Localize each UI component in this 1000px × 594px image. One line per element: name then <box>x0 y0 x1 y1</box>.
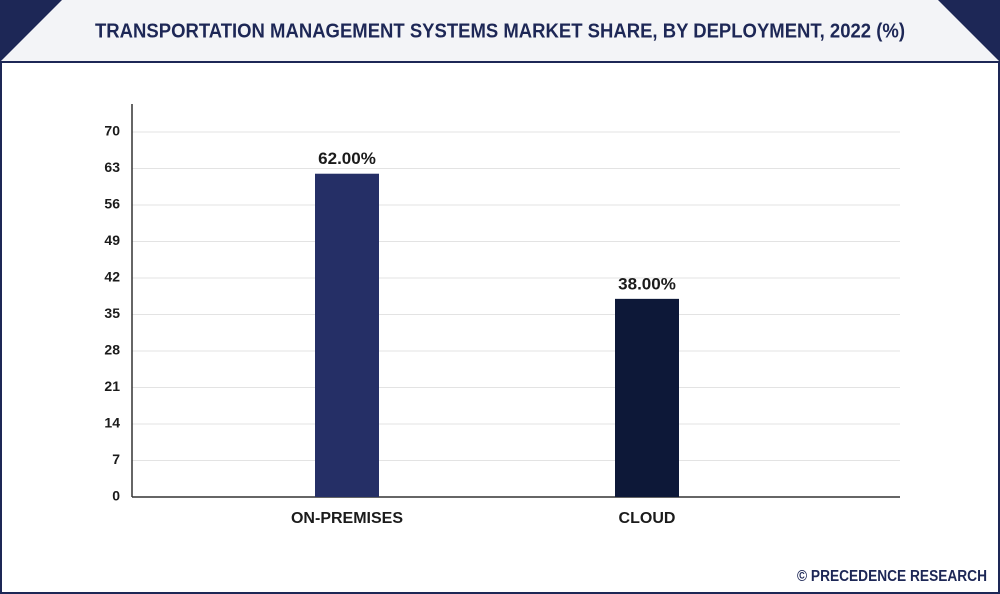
y-tick-label: 28 <box>104 342 120 358</box>
y-tick-label: 35 <box>104 305 120 321</box>
y-tick-label: 0 <box>112 488 120 504</box>
y-tick-label: 14 <box>104 415 120 431</box>
x-tick-label: CLOUD <box>619 510 676 527</box>
y-tick-label: 70 <box>104 123 120 139</box>
bar <box>315 173 379 497</box>
header-corner <box>0 0 62 62</box>
value-label: 38.00% <box>618 274 676 293</box>
y-tick-label: 42 <box>104 269 120 285</box>
y-tick-label: 63 <box>104 159 120 175</box>
header-corner <box>938 0 1000 62</box>
y-tick-label: 21 <box>104 378 120 394</box>
y-tick-label: 49 <box>104 232 120 248</box>
header-band <box>0 0 1000 62</box>
chart-title: TRANSPORTATION MANAGEMENT SYSTEMS MARKET… <box>95 20 905 42</box>
y-tick-label: 7 <box>112 451 120 467</box>
bar <box>615 298 679 497</box>
x-tick-label: ON-PREMISES <box>291 510 403 527</box>
y-tick-label: 56 <box>104 196 120 212</box>
watermark: © PRECEDENCE RESEARCH <box>797 568 987 585</box>
value-label: 62.00% <box>318 149 376 168</box>
